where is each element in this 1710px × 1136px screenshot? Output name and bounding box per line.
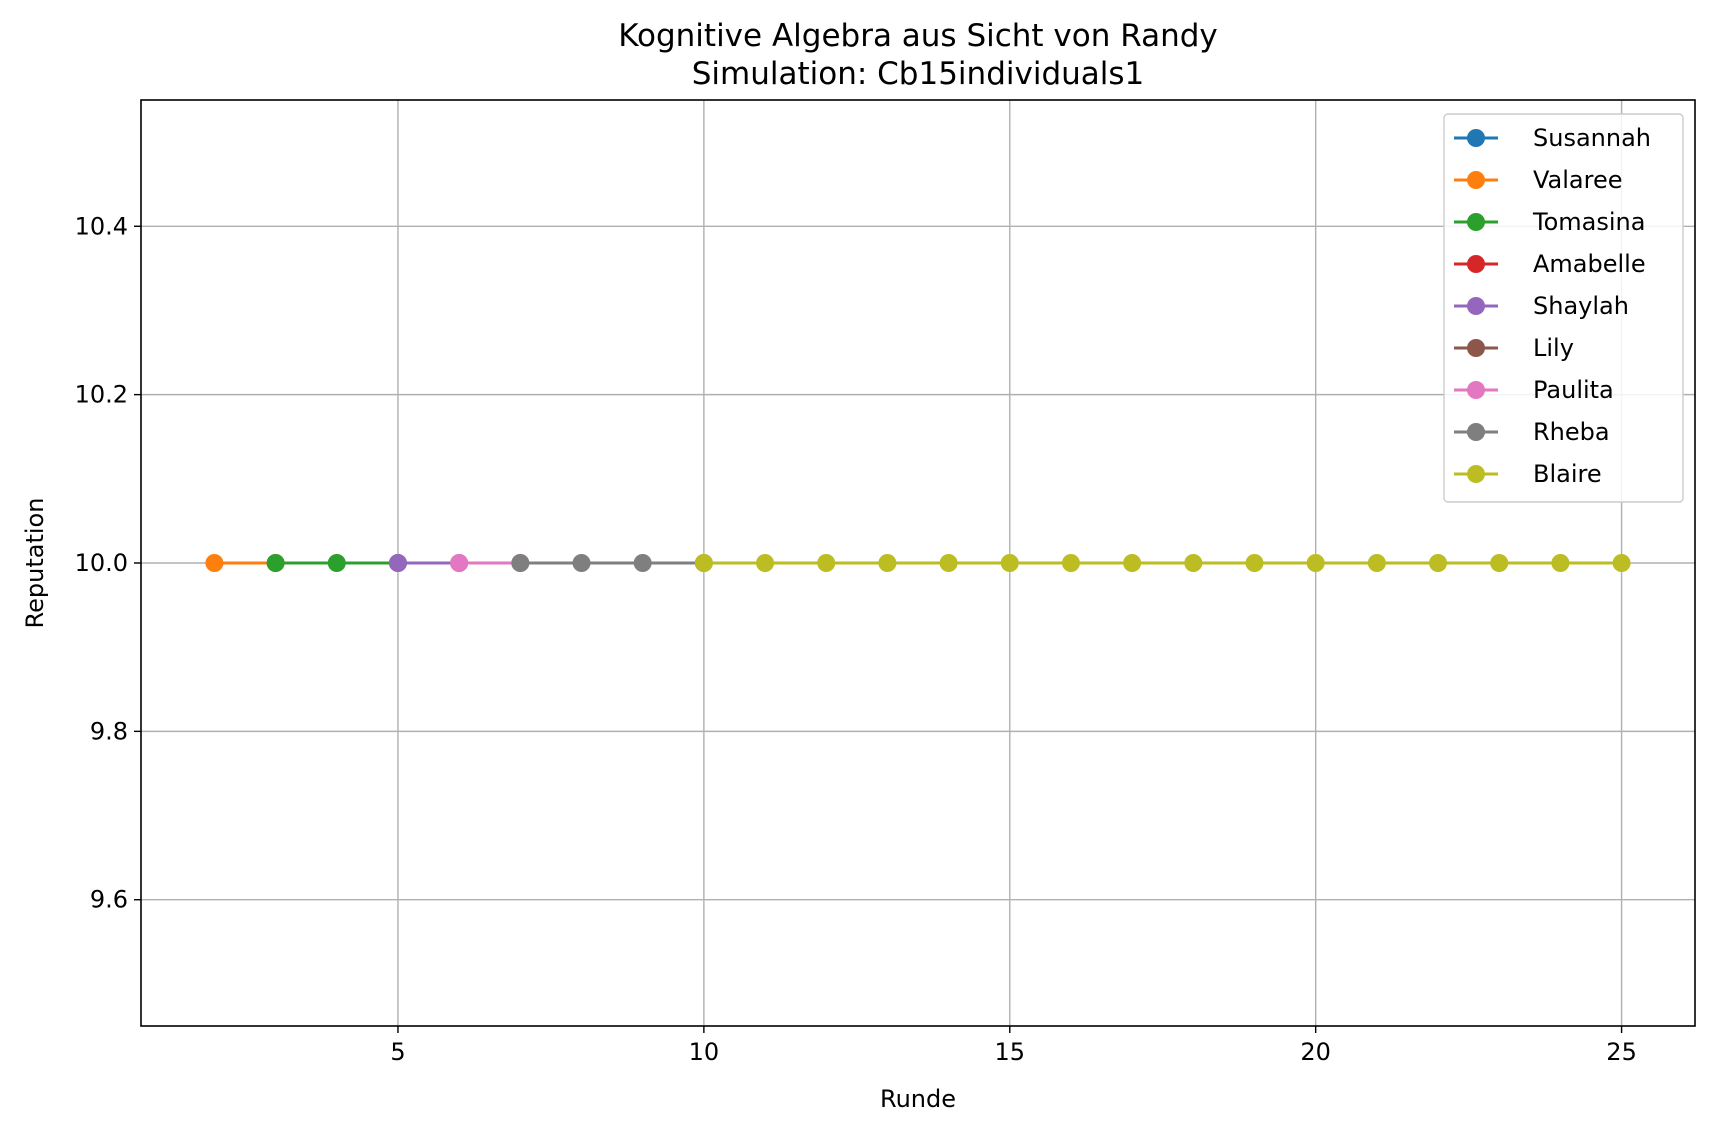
data-point xyxy=(1306,554,1325,572)
x-tick-label: 20 xyxy=(1300,1038,1331,1066)
legend-item: Valaree xyxy=(1454,166,1623,194)
data-point xyxy=(878,554,897,572)
legend-item: Susannah xyxy=(1454,124,1651,152)
data-point xyxy=(633,554,652,572)
data-point xyxy=(694,554,713,572)
data-point xyxy=(1000,554,1019,572)
chart-title: Kognitive Algebra aus Sicht von Randy xyxy=(618,18,1218,54)
y-tick-label: 10.0 xyxy=(75,549,128,577)
legend-marker-swatch xyxy=(1467,255,1485,273)
legend-marker-swatch xyxy=(1467,423,1485,441)
legend-marker-swatch xyxy=(1467,381,1485,399)
legend-label: Paulita xyxy=(1533,376,1614,404)
legend-marker-swatch xyxy=(1467,171,1485,189)
data-point xyxy=(817,554,836,572)
legend-marker-swatch xyxy=(1467,213,1485,231)
legend-label: Susannah xyxy=(1533,124,1651,152)
data-point xyxy=(327,554,346,572)
y-axis-label: Reputation xyxy=(21,498,49,629)
y-tick-label: 10.2 xyxy=(75,381,128,409)
x-tick-label: 10 xyxy=(689,1038,720,1066)
legend-item: Amabelle xyxy=(1454,250,1646,278)
x-tick-label: 15 xyxy=(994,1038,1025,1066)
legend: Susannah Valaree Tomasina Amabelle Shaylah Li… xyxy=(1443,113,1684,503)
series-blaire xyxy=(694,554,1631,572)
data-point xyxy=(1490,554,1509,572)
data-point xyxy=(205,554,224,572)
legend-label: Blaire xyxy=(1533,460,1602,488)
data-point xyxy=(1245,554,1264,572)
data-point xyxy=(388,554,407,572)
data-point xyxy=(1123,554,1142,572)
legend-item: Blaire xyxy=(1454,460,1602,488)
data-point xyxy=(939,554,958,572)
legend-marker-swatch xyxy=(1467,129,1485,147)
axis-ticks: 5 10 15 20 25 9.6 9.8 10.0 10.2 10.4 xyxy=(75,212,1637,1066)
data-point xyxy=(1367,554,1386,572)
legend-item: Tomasina xyxy=(1454,208,1645,236)
data-point xyxy=(1612,554,1631,572)
x-axis-label: Runde xyxy=(880,1085,956,1113)
data-point xyxy=(1429,554,1448,572)
legend-item: Rheba xyxy=(1454,418,1610,446)
legend-label: Lily xyxy=(1533,334,1574,362)
chart-subtitle: Simulation: Cb15individuals1 xyxy=(692,56,1145,92)
legend-marker-swatch xyxy=(1467,297,1485,315)
legend-item: Shaylah xyxy=(1454,292,1629,320)
data-point xyxy=(756,554,775,572)
data-point xyxy=(450,554,469,572)
series-layer xyxy=(205,554,1631,572)
x-tick-label: 25 xyxy=(1606,1038,1637,1066)
data-point xyxy=(511,554,530,572)
legend-label: Tomasina xyxy=(1532,208,1645,236)
x-tick-label: 5 xyxy=(390,1038,405,1066)
legend-box xyxy=(1443,113,1684,503)
legend-label: Shaylah xyxy=(1533,292,1629,320)
legend-label: Valaree xyxy=(1533,166,1623,194)
data-point xyxy=(572,554,591,572)
data-point xyxy=(1184,554,1203,572)
y-tick-label: 10.4 xyxy=(75,212,128,240)
data-point xyxy=(266,554,285,572)
data-point xyxy=(1551,554,1570,572)
legend-item: Lily xyxy=(1454,334,1574,362)
y-tick-label: 9.6 xyxy=(90,886,128,914)
legend-label: Amabelle xyxy=(1533,250,1646,278)
legend-item: Paulita xyxy=(1454,376,1614,404)
data-point xyxy=(1061,554,1080,572)
y-tick-label: 9.8 xyxy=(90,717,128,745)
legend-marker-swatch xyxy=(1467,339,1485,357)
legend-label: Rheba xyxy=(1533,418,1610,446)
legend-marker-swatch xyxy=(1467,465,1485,483)
